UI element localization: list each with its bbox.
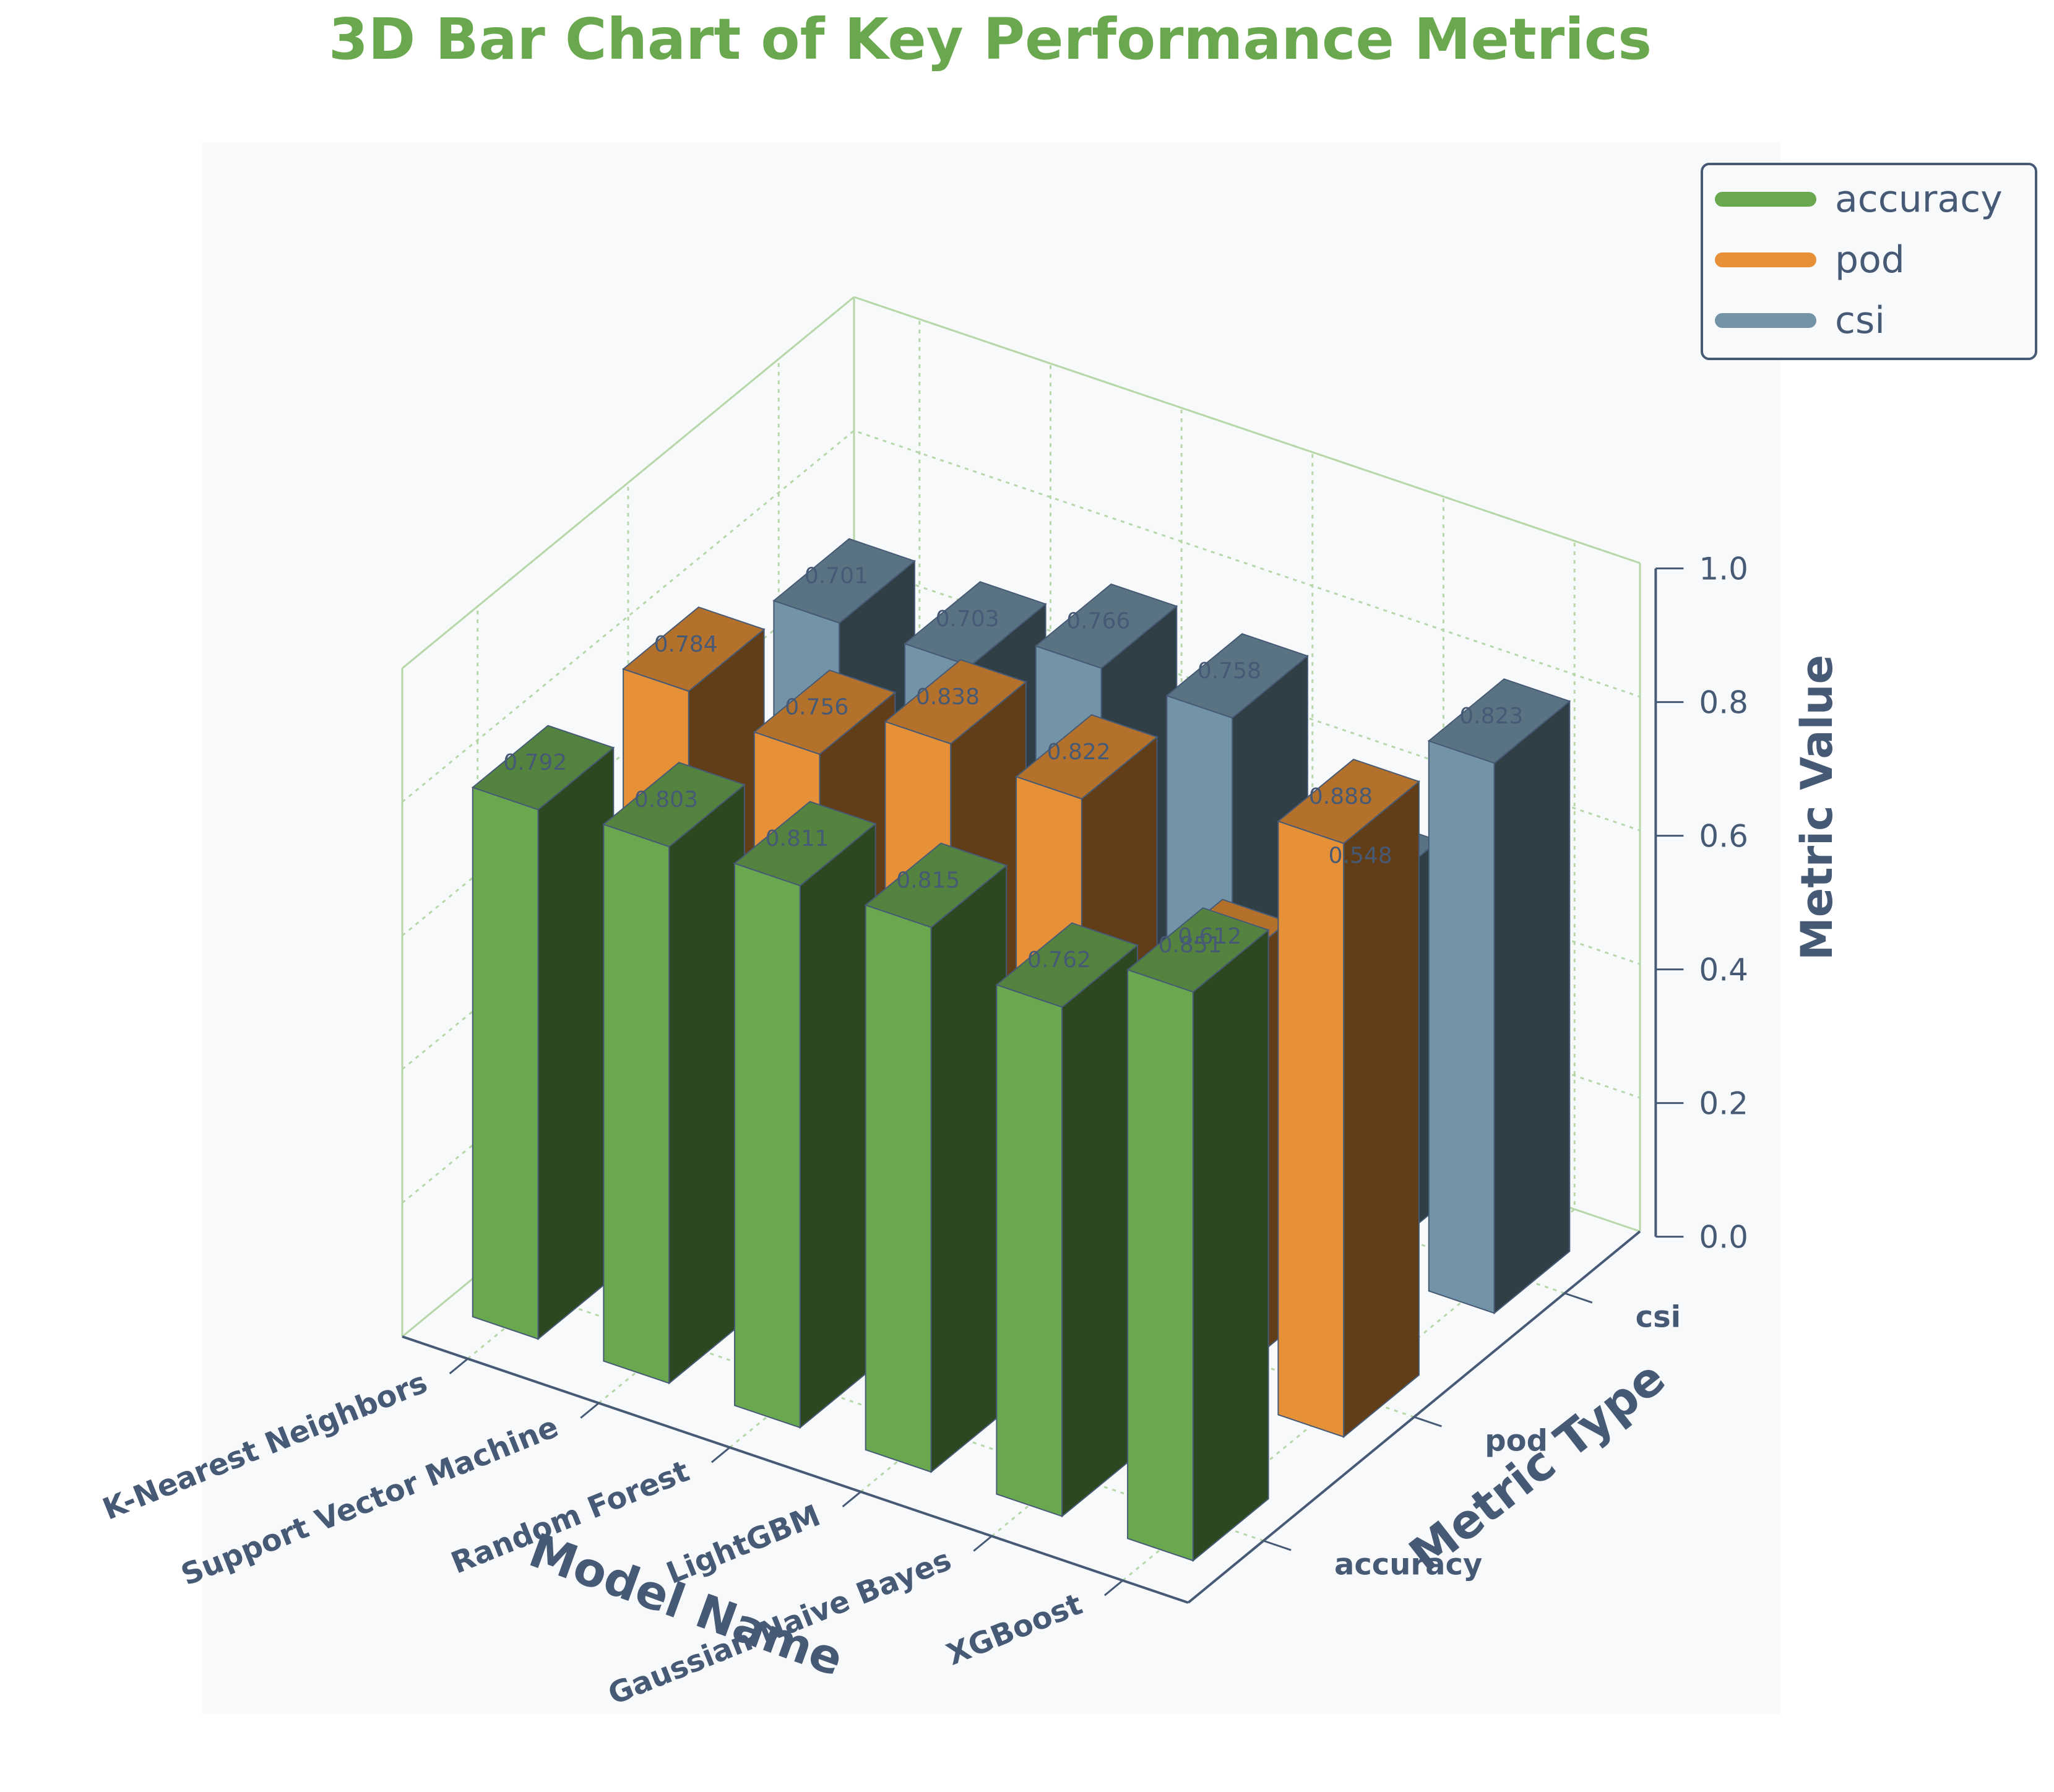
x-tick: [449, 1358, 468, 1374]
bar-csi-5: [1427, 678, 1571, 1315]
bar-side-face: [1061, 944, 1138, 1518]
y-tick: [1413, 1416, 1442, 1428]
legend-label-pod: pod: [1835, 238, 1905, 282]
legend-label-accuracy: accuracy: [1835, 178, 2003, 221]
z-gridline: [402, 563, 1641, 937]
data-label-pod-1: 0.756: [785, 695, 848, 720]
bar-front-face: [1277, 820, 1345, 1438]
bar-side-face: [799, 822, 876, 1429]
y-gridline: [777, 359, 1565, 1294]
bar-accuracy-2: [733, 801, 877, 1429]
bar-top-face: [995, 922, 1139, 1008]
data-label-accuracy-5: 0.851: [1159, 933, 1222, 958]
x-tick: [711, 1447, 731, 1463]
bar-side-face: [1493, 700, 1571, 1315]
data-label-pod-3: 0.822: [1047, 739, 1111, 765]
bar-side-face: [1343, 780, 1420, 1439]
bar-front-face: [472, 786, 539, 1340]
bar-top-face: [864, 842, 1008, 928]
bar-front-face: [1127, 968, 1194, 1562]
bar-front-face: [996, 984, 1063, 1517]
z-gridline: [402, 429, 1641, 803]
bar-front-face: [1428, 740, 1495, 1314]
data-label-csi-0: 0.701: [805, 563, 868, 588]
y-tick-label: accuracy: [1334, 1548, 1482, 1582]
data-label-accuracy-0: 0.792: [503, 750, 567, 775]
bar-side-face: [930, 864, 1008, 1473]
data-label-csi-2: 0.766: [1066, 609, 1130, 634]
data-label-accuracy-2: 0.811: [766, 826, 829, 851]
bar-side-face: [537, 746, 615, 1340]
bar-top-face: [884, 659, 1027, 745]
bar-accuracy-3: [864, 842, 1008, 1473]
z-tick-label: 1.0: [1699, 551, 1748, 587]
y-tick: [1564, 1292, 1593, 1304]
data-labels: 0.701 0.703 0.766 0.758 0.548 0.823 0.784 0.756…: [503, 563, 1523, 973]
bar-top-face: [1126, 907, 1270, 993]
bar-accuracy-5: [1126, 907, 1270, 1562]
bar-side-face: [1192, 928, 1269, 1562]
y-tick-label: pod: [1485, 1424, 1548, 1458]
bar-top-face: [1277, 759, 1420, 845]
bar-front-face: [734, 863, 801, 1429]
z-tick-label: 0.2: [1699, 1086, 1748, 1122]
data-label-pod-5: 0.888: [1309, 784, 1373, 809]
data-label-csi-5: 0.823: [1459, 704, 1523, 729]
y-tick-label: csi: [1636, 1300, 1681, 1335]
bar-pod-5: [1277, 759, 1420, 1439]
x-tick: [1104, 1580, 1124, 1596]
data-label-pod-0: 0.784: [654, 632, 718, 657]
data-label-accuracy-3: 0.815: [896, 868, 960, 893]
legend-label-csi: csi: [1835, 299, 1885, 342]
bar-top-face: [772, 538, 916, 624]
bars: [471, 538, 1571, 1562]
data-label-csi-4: 0.548: [1329, 843, 1392, 868]
bar-accuracy-0: [471, 725, 615, 1340]
x-tick: [973, 1535, 993, 1552]
z-tick-label: 0.0: [1699, 1220, 1748, 1256]
bar-side-face: [668, 783, 745, 1385]
bar-top-face: [471, 725, 615, 811]
data-label-pod-2: 0.838: [916, 684, 980, 710]
bar-top-face: [1165, 633, 1309, 719]
bar-top-face: [1427, 678, 1571, 764]
bar-top-face: [753, 669, 897, 756]
z-tick-label: 0.4: [1699, 952, 1748, 988]
y-tick: [1263, 1540, 1292, 1551]
bar-top-face: [1034, 583, 1178, 669]
bar-top-face: [622, 606, 766, 692]
bar-accuracy-1: [602, 762, 746, 1385]
z-tick-label: 0.8: [1699, 685, 1748, 721]
bar-top-face: [904, 581, 1047, 667]
data-label-csi-3: 0.758: [1197, 658, 1261, 684]
x-tick: [580, 1402, 600, 1419]
bar-top-face: [602, 762, 746, 848]
bar-top-face: [733, 801, 877, 887]
data-label-csi-1: 0.703: [936, 606, 999, 632]
data-label-pod-4: 0.612: [1178, 924, 1241, 949]
z-tick-label: 0.6: [1699, 819, 1748, 855]
legend-box: [1701, 163, 2037, 360]
data-label-accuracy-1: 0.803: [634, 787, 698, 812]
bar-top-face: [1015, 714, 1159, 800]
bar-accuracy-4: [995, 922, 1139, 1518]
x-axis-line: [402, 1335, 1189, 1604]
data-label-accuracy-4: 0.762: [1027, 947, 1091, 973]
bar-front-face: [603, 823, 670, 1384]
z-axis-title: Metric Value: [1792, 655, 1842, 960]
chart-title: 3D Bar Chart of Key Performance Metrics: [329, 6, 1652, 72]
bar-front-face: [865, 904, 932, 1473]
x-tick: [842, 1491, 861, 1507]
legend: accuracy pod csi: [1701, 163, 2037, 360]
z-gridline: [402, 296, 1641, 670]
